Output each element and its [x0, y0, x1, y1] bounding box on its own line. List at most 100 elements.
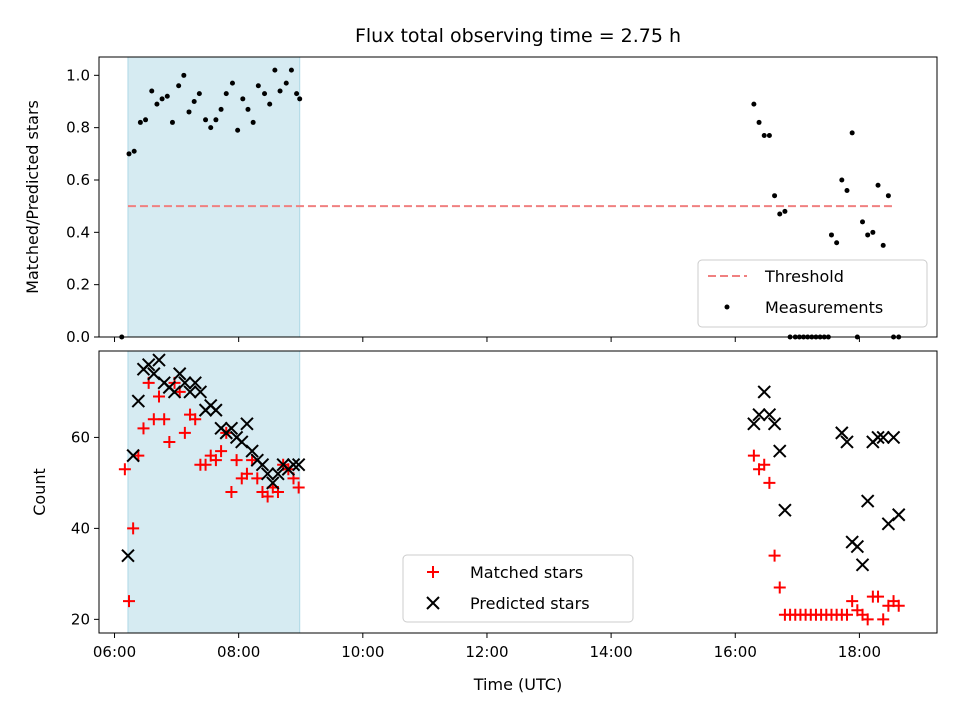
bottom-plot-marks: [118, 353, 906, 626]
measurement-point: [203, 117, 209, 123]
x-tick-label: 14:00: [589, 643, 632, 661]
predicted-stars-point: [245, 444, 259, 458]
measurement-point: [126, 151, 132, 157]
measurement-point: [218, 106, 224, 112]
measurement-point: [245, 106, 251, 112]
predicted-stars-point: [767, 417, 782, 431]
matched-stars-point: [872, 590, 885, 603]
measurement-point: [186, 109, 192, 115]
measurement-point: [297, 96, 303, 102]
measurement-point: [782, 208, 788, 214]
measurement-point: [294, 91, 300, 97]
predicted-stars-point: [876, 430, 890, 445]
bottom-panel-frame: [98, 350, 938, 634]
matched-stars-point: [118, 463, 131, 476]
measurement-point: [154, 101, 160, 107]
matched-stars-point: [758, 458, 771, 471]
predicted-stars-point: [255, 458, 270, 472]
measurement-point: [169, 119, 175, 125]
bottom-y-tick-label: 20: [71, 610, 90, 628]
predicted-stars-point: [126, 448, 140, 463]
bottom-y-tick-label: 60: [71, 428, 90, 446]
top-legend: Threshold Measurements: [697, 259, 928, 328]
bottom-x-ticks: 06:00 08:00 10:00 12:00 14:00 16:00 18:00: [93, 633, 881, 661]
predicted-stars-point: [224, 421, 239, 436]
matched-stars-point: [158, 413, 171, 426]
matched-stars-point: [877, 613, 890, 626]
top-panel-span: [127, 56, 301, 338]
x-tick-label: 08:00: [217, 643, 260, 661]
measurement-point: [196, 91, 202, 97]
matched-stars-point: [163, 435, 176, 448]
top-panel: 0.0 0.2 0.4 0.6 0.8 1.0 Matched/Predicted sta…: [23, 56, 938, 346]
top-y-ticks: 0.0 0.2 0.4 0.6 0.8 1.0: [66, 66, 99, 346]
legend-matched-label: Matched stars: [470, 563, 583, 582]
predicted-stars-point: [172, 367, 187, 381]
top-y-axis-label: Matched/Predicted stars: [23, 100, 42, 294]
predicted-stars-point: [850, 539, 865, 554]
measurement-point: [288, 67, 294, 73]
matched-stars-point: [892, 599, 905, 612]
bottom-panel: 20 40 60 06:00 08:00 10:00 12:00 14:00 16:00 18:…: [30, 350, 938, 694]
x-tick-label: 16:00: [714, 643, 757, 661]
measurement-point: [208, 125, 214, 131]
legend-matched-marker: [427, 566, 439, 578]
measurement-point: [834, 240, 840, 246]
measurement-point: [240, 96, 246, 102]
matched-stars-point: [215, 445, 228, 458]
predicted-stars-point: [131, 394, 146, 408]
measurement-point: [213, 117, 219, 123]
predicted-stars-point: [840, 435, 854, 449]
matched-stars-point: [127, 522, 140, 535]
measurement-point: [229, 80, 235, 86]
matched-stars-point: [189, 413, 202, 426]
predicted-stars-point: [183, 385, 197, 399]
bottom-y-tick-label: 40: [71, 519, 90, 537]
x-tick-label: 10:00: [341, 643, 384, 661]
predicted-stars-point: [871, 430, 885, 445]
predicted-stars-point: [286, 458, 301, 472]
predicted-stars-point: [892, 508, 906, 522]
measurement-point: [772, 193, 778, 199]
predicted-stars-point: [121, 548, 135, 563]
x-tick-label: 12:00: [465, 643, 508, 661]
x-axis-label: Time (UTC): [473, 675, 562, 694]
predicted-stars-point: [266, 476, 280, 490]
measurement-point: [267, 101, 273, 107]
measurement-point: [828, 232, 834, 238]
measurement-point: [181, 72, 187, 78]
measurement-point: [761, 133, 767, 139]
bottom-legend: Matched stars Predicted stars: [402, 554, 634, 623]
top-y-tick-label: 0.8: [66, 119, 90, 137]
measurement-point: [262, 91, 268, 97]
measurement-point: [149, 88, 155, 94]
predicted-stars-point: [271, 467, 285, 481]
predicted-stars-point: [835, 426, 849, 440]
measurement-point: [143, 117, 149, 123]
measurement-point: [839, 177, 845, 183]
matched-stars-point: [768, 549, 781, 562]
top-y-tick-label: 0.4: [66, 223, 90, 241]
measurement-point: [283, 80, 289, 86]
predicted-stars-point: [778, 503, 792, 517]
measurement-point: [250, 119, 256, 125]
matched-stars-point: [178, 426, 191, 439]
measurement-point: [159, 96, 165, 102]
matched-stars-point: [230, 454, 243, 467]
bottom-y-axis-label: Count: [30, 468, 49, 516]
matched-stars-point: [199, 458, 212, 471]
measurement-point: [751, 101, 757, 107]
matched-stars-point: [153, 390, 166, 403]
matched-stars-point: [251, 472, 264, 485]
top-legend-box: [697, 259, 928, 328]
predicted-stars-point: [240, 417, 254, 431]
matched-stars-point: [747, 449, 760, 462]
predicted-stars-point: [886, 430, 901, 445]
matched-stars-point: [292, 481, 305, 494]
predicted-stars-point: [141, 357, 156, 372]
measurement-point: [235, 127, 241, 133]
predicted-stars-point: [752, 407, 766, 422]
measurement-point: [137, 119, 143, 125]
matched-stars-point: [137, 422, 150, 435]
bottom-panel-span: [127, 350, 301, 634]
